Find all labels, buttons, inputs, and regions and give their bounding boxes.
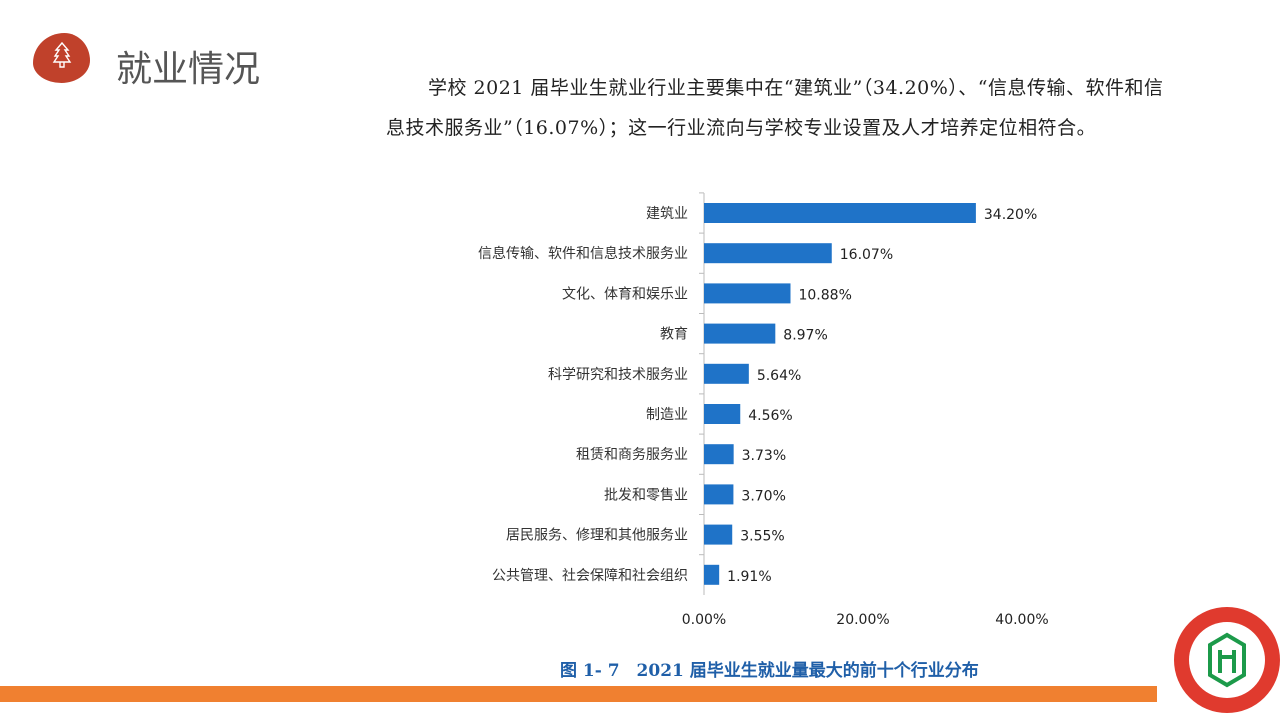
bar [704, 243, 832, 264]
university-logo [1174, 607, 1280, 713]
x-tick-label: 40.00% [995, 612, 1048, 628]
data-label: 3.73% [742, 448, 786, 464]
bar [704, 283, 791, 304]
data-label: 8.97% [783, 328, 827, 344]
data-label: 34.20% [984, 207, 1037, 223]
bar [704, 564, 720, 585]
summary-paragraph: 学校 2021 届毕业生就业行业主要集中在“建筑业”（34.20%）、“信息传输… [386, 77, 1164, 139]
figure-caption: 图 1- 7 2021 届毕业生就业量最大的前十个行业分布 [560, 661, 979, 681]
data-label: 3.55% [740, 529, 784, 545]
data-label: 1.91% [727, 569, 771, 585]
x-tick-label: 0.00% [682, 612, 726, 628]
category-label: 批发和零售业 [604, 487, 688, 503]
category-label: 文化、体育和娱乐业 [562, 286, 688, 302]
bar [704, 444, 734, 465]
data-label: 10.88% [798, 287, 851, 303]
section-badge [33, 33, 90, 83]
category-label: 建筑业 [646, 206, 688, 222]
bar [704, 484, 734, 505]
category-label: 居民服务、修理和其他服务业 [506, 528, 688, 544]
tree-icon [52, 41, 72, 68]
category-label: 科学研究和技术服务业 [548, 367, 688, 383]
data-label: 5.64% [757, 368, 801, 384]
bar [704, 524, 733, 545]
data-label: 4.56% [748, 408, 792, 424]
data-label: 3.70% [741, 488, 785, 504]
industry-bar-chart: 建筑业 34.20% 信息传输、软件和信息技术服务业 16.07% 文化、体育和娱乐业 1… [478, 192, 1049, 628]
page-title: 就业情况 [116, 49, 261, 90]
category-label: 信息传输、软件和信息技术服务业 [478, 245, 688, 262]
data-label: 16.07% [840, 247, 893, 263]
bar [704, 323, 776, 344]
x-tick-label: 20.00% [836, 612, 889, 628]
category-label: 教育 [660, 327, 688, 343]
bar [704, 404, 741, 424]
footer-bar [0, 686, 1157, 702]
category-label: 公共管理、社会保障和社会组织 [492, 568, 688, 584]
bar [704, 203, 976, 223]
bar [704, 363, 749, 384]
category-label: 租赁和商务服务业 [576, 447, 688, 463]
category-label: 制造业 [646, 407, 688, 423]
